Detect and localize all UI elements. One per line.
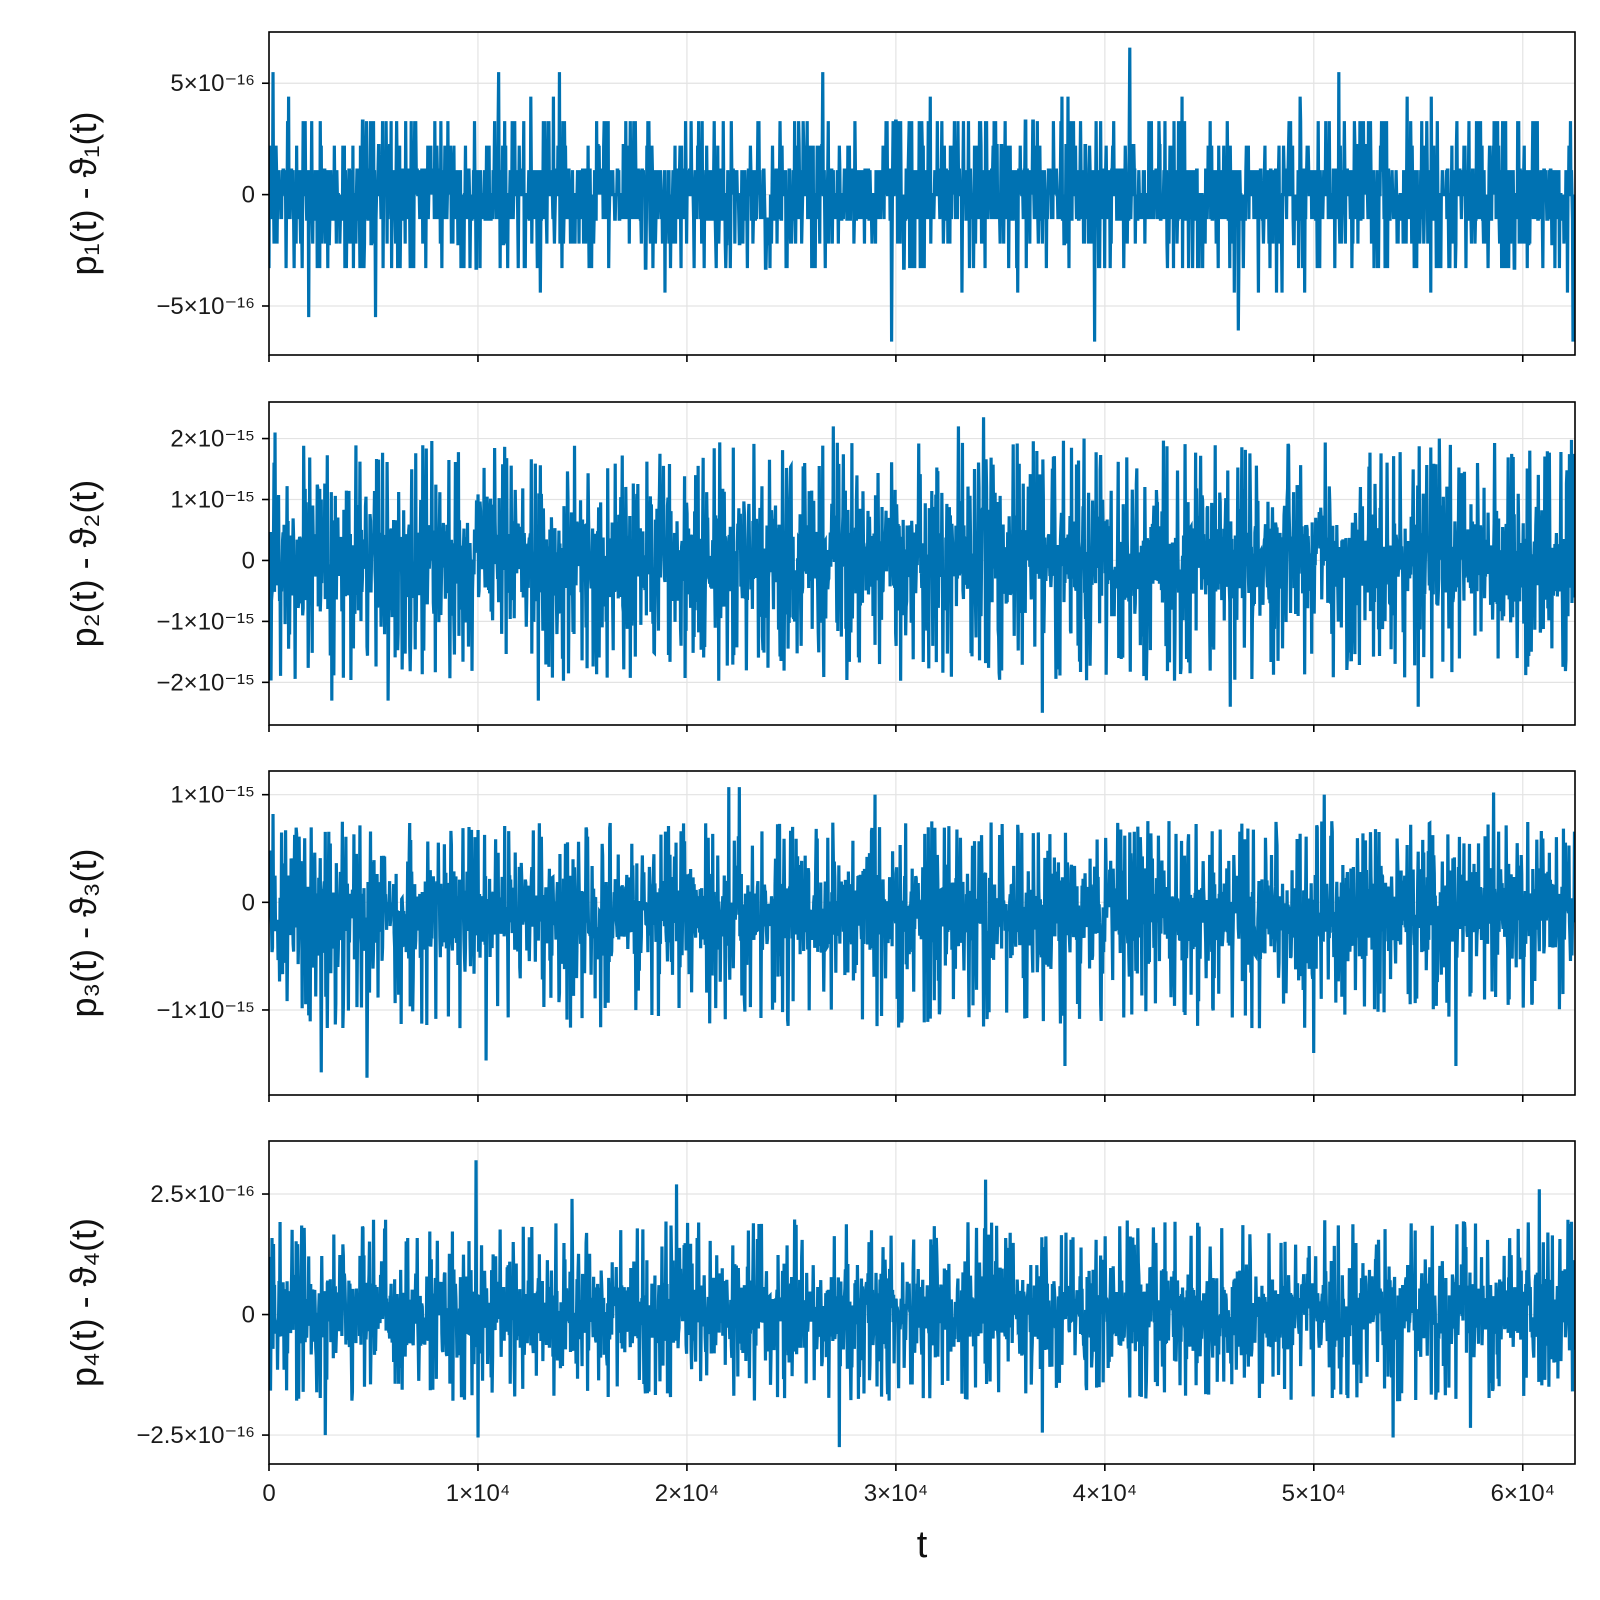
y-axis-label: p₂(t) - ϑ₂(t) <box>63 480 104 648</box>
x-tick-label: 3×10⁴ <box>864 1480 928 1507</box>
axes-frame <box>268 401 1576 726</box>
axes-frame <box>268 31 1576 356</box>
y-tick-label: 0 <box>242 889 255 916</box>
panel-3: 1×10⁻¹⁵ 0 −1×10⁻¹⁵ p₃(t) - ϑ₃(t) <box>63 770 1576 1102</box>
y-tick-label: 0 <box>242 1302 255 1329</box>
axes-frame <box>268 1140 1576 1465</box>
y-tick-label: −2.5×10⁻¹⁶ <box>136 1422 255 1449</box>
y-tick-label: 0 <box>242 182 255 209</box>
panel-2: 2×10⁻¹⁵ 1×10⁻¹⁵ 0 −1×10⁻¹⁵ −2×10⁻¹⁵ p₂(t) - ϑ… <box>63 401 1576 732</box>
y-tick-label: 2.5×10⁻¹⁶ <box>150 1181 255 1208</box>
y-tick-label: 2×10⁻¹⁵ <box>170 426 255 453</box>
y-tick-label: 1×10⁻¹⁵ <box>170 782 255 809</box>
y-tick-label: 5×10⁻¹⁶ <box>170 70 255 97</box>
y-tick-label: −1×10⁻¹⁵ <box>156 608 255 635</box>
y-axis-label: p₃(t) - ϑ₃(t) <box>63 849 104 1018</box>
y-tick-label: −1×10⁻¹⁵ <box>156 997 255 1024</box>
panel-4: 2.5×10⁻¹⁶ 0 −2.5×10⁻¹⁶ 0 1×10⁴ 2×10⁴ 3×10⁴ 4×10… <box>63 1140 1576 1566</box>
series-line <box>269 47 1575 342</box>
series-line <box>269 787 1575 1078</box>
panel-1: 5×10⁻¹⁶ 0 −5×10⁻¹⁶ p₁(t) - ϑ₁(t) <box>63 31 1576 362</box>
y-tick-label: −2×10⁻¹⁵ <box>156 669 255 696</box>
series-line <box>269 417 1575 713</box>
x-axis-label: t <box>917 1524 928 1566</box>
x-tick-label: 6×10⁴ <box>1491 1480 1555 1507</box>
y-tick-label: 0 <box>242 547 255 574</box>
y-tick-label: 1×10⁻¹⁵ <box>170 487 255 514</box>
y-axis-label: p₁(t) - ϑ₁(t) <box>63 112 104 276</box>
x-tick-label: 0 <box>262 1480 275 1507</box>
x-tick-label: 4×10⁴ <box>1073 1480 1137 1507</box>
x-tick-label: 5×10⁴ <box>1282 1480 1346 1507</box>
y-axis-label: p₄(t) - ϑ₄(t) <box>63 1218 104 1387</box>
y-tick-label: −5×10⁻¹⁶ <box>156 293 255 320</box>
axes-frame <box>268 770 1576 1096</box>
x-tick-label: 2×10⁴ <box>655 1480 719 1507</box>
series-line <box>269 1160 1575 1448</box>
x-tick-label: 1×10⁴ <box>446 1480 510 1507</box>
